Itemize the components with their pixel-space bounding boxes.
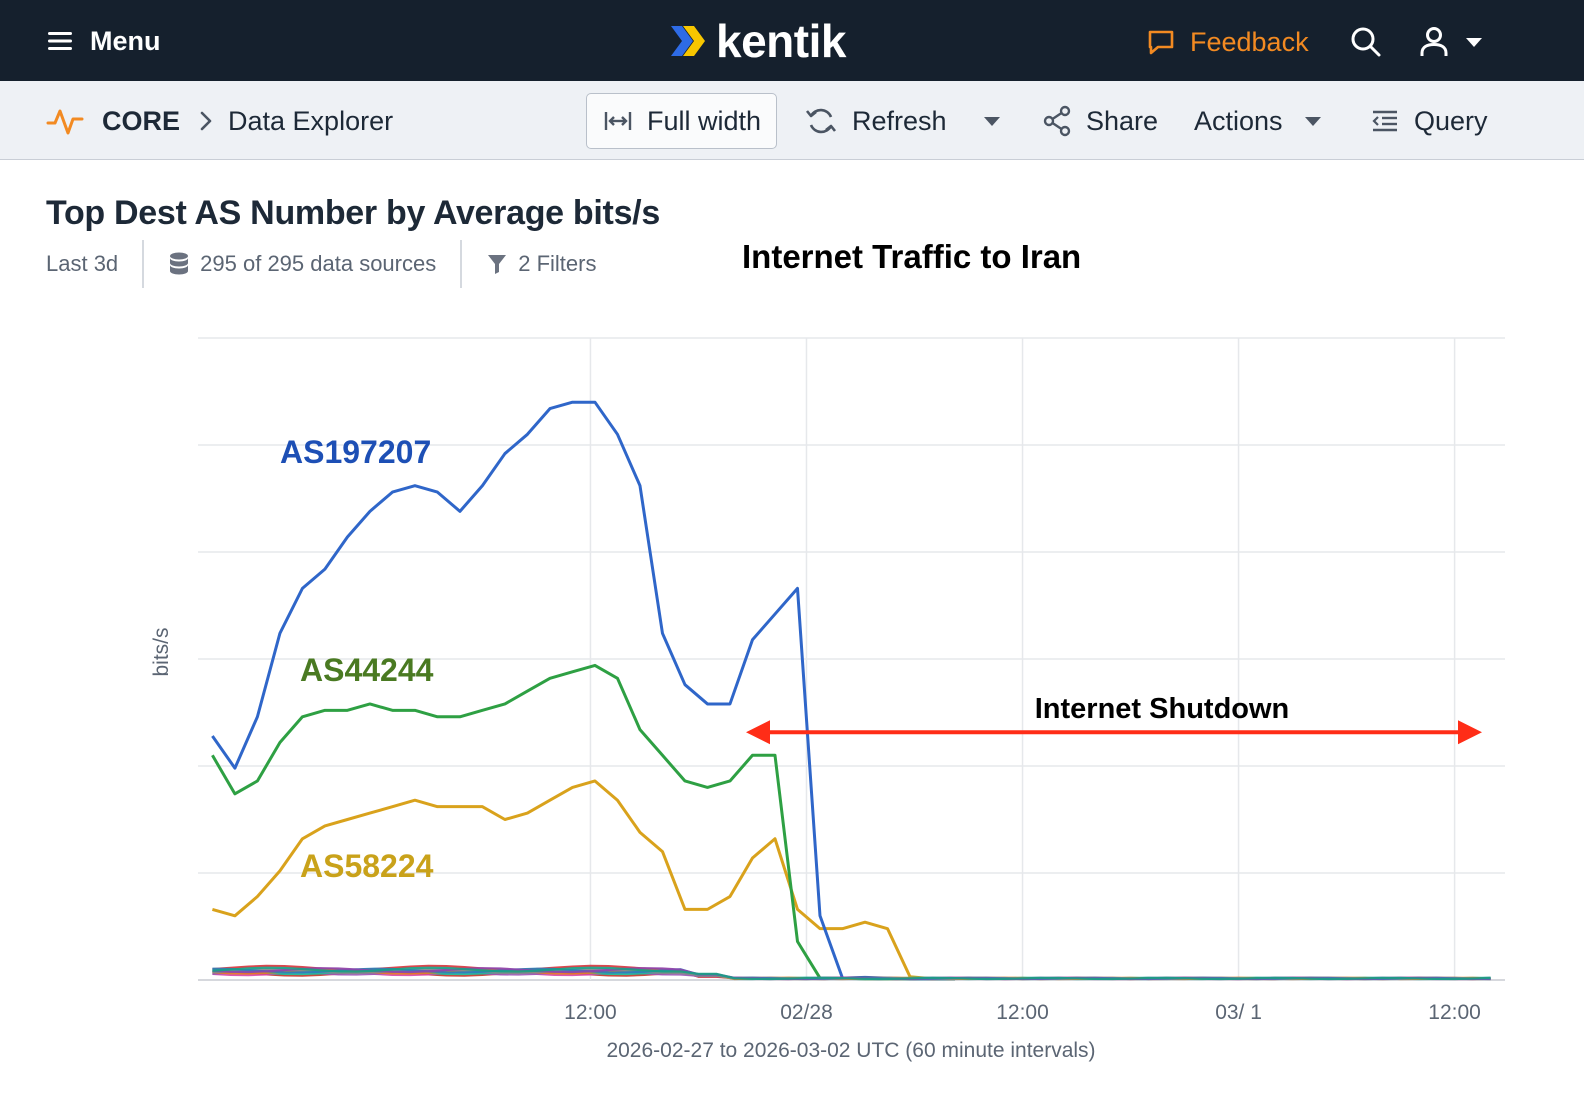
database-icon	[170, 252, 189, 275]
query-button[interactable]: Query	[1370, 93, 1488, 149]
x-tick-label: 12:00	[1428, 1001, 1481, 1024]
annotation-arrowhead-right	[1458, 720, 1482, 745]
brand-name: kentik	[716, 15, 846, 67]
series-label: AS44244	[300, 652, 434, 688]
refresh-label: Refresh	[852, 105, 947, 136]
x-tick-label: 12:00	[564, 1001, 617, 1024]
list-indent-icon	[1372, 110, 1397, 132]
series-layer	[211, 400, 956, 981]
meta-divider	[460, 240, 463, 288]
actions-label: Actions	[1194, 105, 1283, 136]
menu-button[interactable]: Menu	[46, 22, 161, 60]
query-label: Query	[1414, 105, 1488, 136]
page-toolbar: CORE Data Explorer Full width Refresh	[0, 81, 1584, 160]
series-labels: AS197207 AS44244 AS58224	[280, 434, 434, 884]
filters-label: 2 Filters	[518, 251, 597, 276]
panel-title: Top Dest AS Number by Average bits/s	[46, 194, 660, 232]
refresh-button[interactable]: Refresh	[804, 93, 947, 149]
minor-series-layer	[212, 964, 1491, 981]
caret-down-icon	[984, 117, 1000, 126]
data-sources-label: 295 of 295 data sources	[200, 251, 437, 276]
panel-meta: Last 3d 295 of 295 data sources 2 Filter…	[46, 240, 596, 288]
refresh-options-dropdown[interactable]	[982, 93, 1004, 149]
chart-grid	[198, 337, 1505, 981]
x-tick-label: 12:00	[996, 1001, 1049, 1024]
breadcrumb-root[interactable]: CORE	[102, 105, 181, 136]
series-label: AS197207	[280, 434, 431, 470]
refresh-icon	[805, 108, 837, 134]
share-icon	[1043, 105, 1071, 137]
user-icon	[1420, 27, 1448, 56]
breadcrumb: CORE Data Explorer	[46, 101, 393, 141]
series-line-as197207	[211, 400, 956, 981]
time-range[interactable]: Last 3d	[46, 240, 118, 288]
share-button[interactable]: Share	[1042, 93, 1158, 149]
caret-down-icon	[1466, 38, 1482, 47]
annotation-arrowhead-left	[746, 720, 770, 745]
minor-series-line	[212, 966, 1491, 981]
time-range-label: Last 3d	[46, 251, 119, 276]
chat-bubble-icon	[1148, 30, 1174, 55]
series-line-as58224	[211, 779, 956, 981]
full-width-label: Full width	[647, 105, 762, 136]
chart-title: Internet Traffic to Iran	[742, 238, 1082, 275]
top-navigation-bar: Menu kentik Feedback	[0, 0, 1584, 81]
caret-down-icon	[1304, 117, 1321, 126]
menu-label: Menu	[90, 25, 161, 56]
x-axis-label: 2026-02-27 to 2026-03-02 UTC (60 minute …	[606, 1039, 1095, 1062]
series-line-as44244	[211, 663, 956, 981]
annotation-layer: Internet Shutdown	[746, 693, 1482, 745]
actions-dropdown[interactable]: Actions	[1194, 93, 1323, 149]
chevron-right-icon	[200, 111, 212, 131]
kentik-logo[interactable]: kentik	[668, 16, 846, 66]
user-menu-button[interactable]	[1418, 22, 1498, 62]
feedback-label: Feedback	[1190, 26, 1309, 57]
y-axis-label: bits/s	[150, 627, 173, 676]
x-tick-label: 03/ 1	[1215, 1001, 1262, 1024]
expand-horizontal-icon	[604, 112, 632, 130]
x-tick-label: 02/28	[780, 1001, 833, 1024]
filters[interactable]: 2 Filters	[486, 240, 596, 288]
full-width-button[interactable]: Full width	[586, 93, 777, 149]
pulse-icon	[46, 109, 84, 135]
feedback-button[interactable]: Feedback	[1146, 22, 1309, 62]
meta-divider	[142, 240, 145, 288]
share-label: Share	[1086, 105, 1159, 136]
breadcrumb-page: Data Explorer	[228, 105, 394, 136]
kentik-logo-icon	[671, 26, 705, 56]
search-icon[interactable]	[1348, 24, 1384, 60]
hamburger-icon	[48, 32, 72, 50]
filter-icon	[488, 255, 507, 274]
series-label: AS58224	[300, 848, 434, 884]
annotation-label: Internet Shutdown	[1035, 693, 1290, 725]
traffic-line-chart: AS197207 AS44244 AS58224 Internet Shutdown…	[150, 337, 1505, 1062]
data-sources[interactable]: 295 of 295 data sources	[168, 240, 436, 288]
